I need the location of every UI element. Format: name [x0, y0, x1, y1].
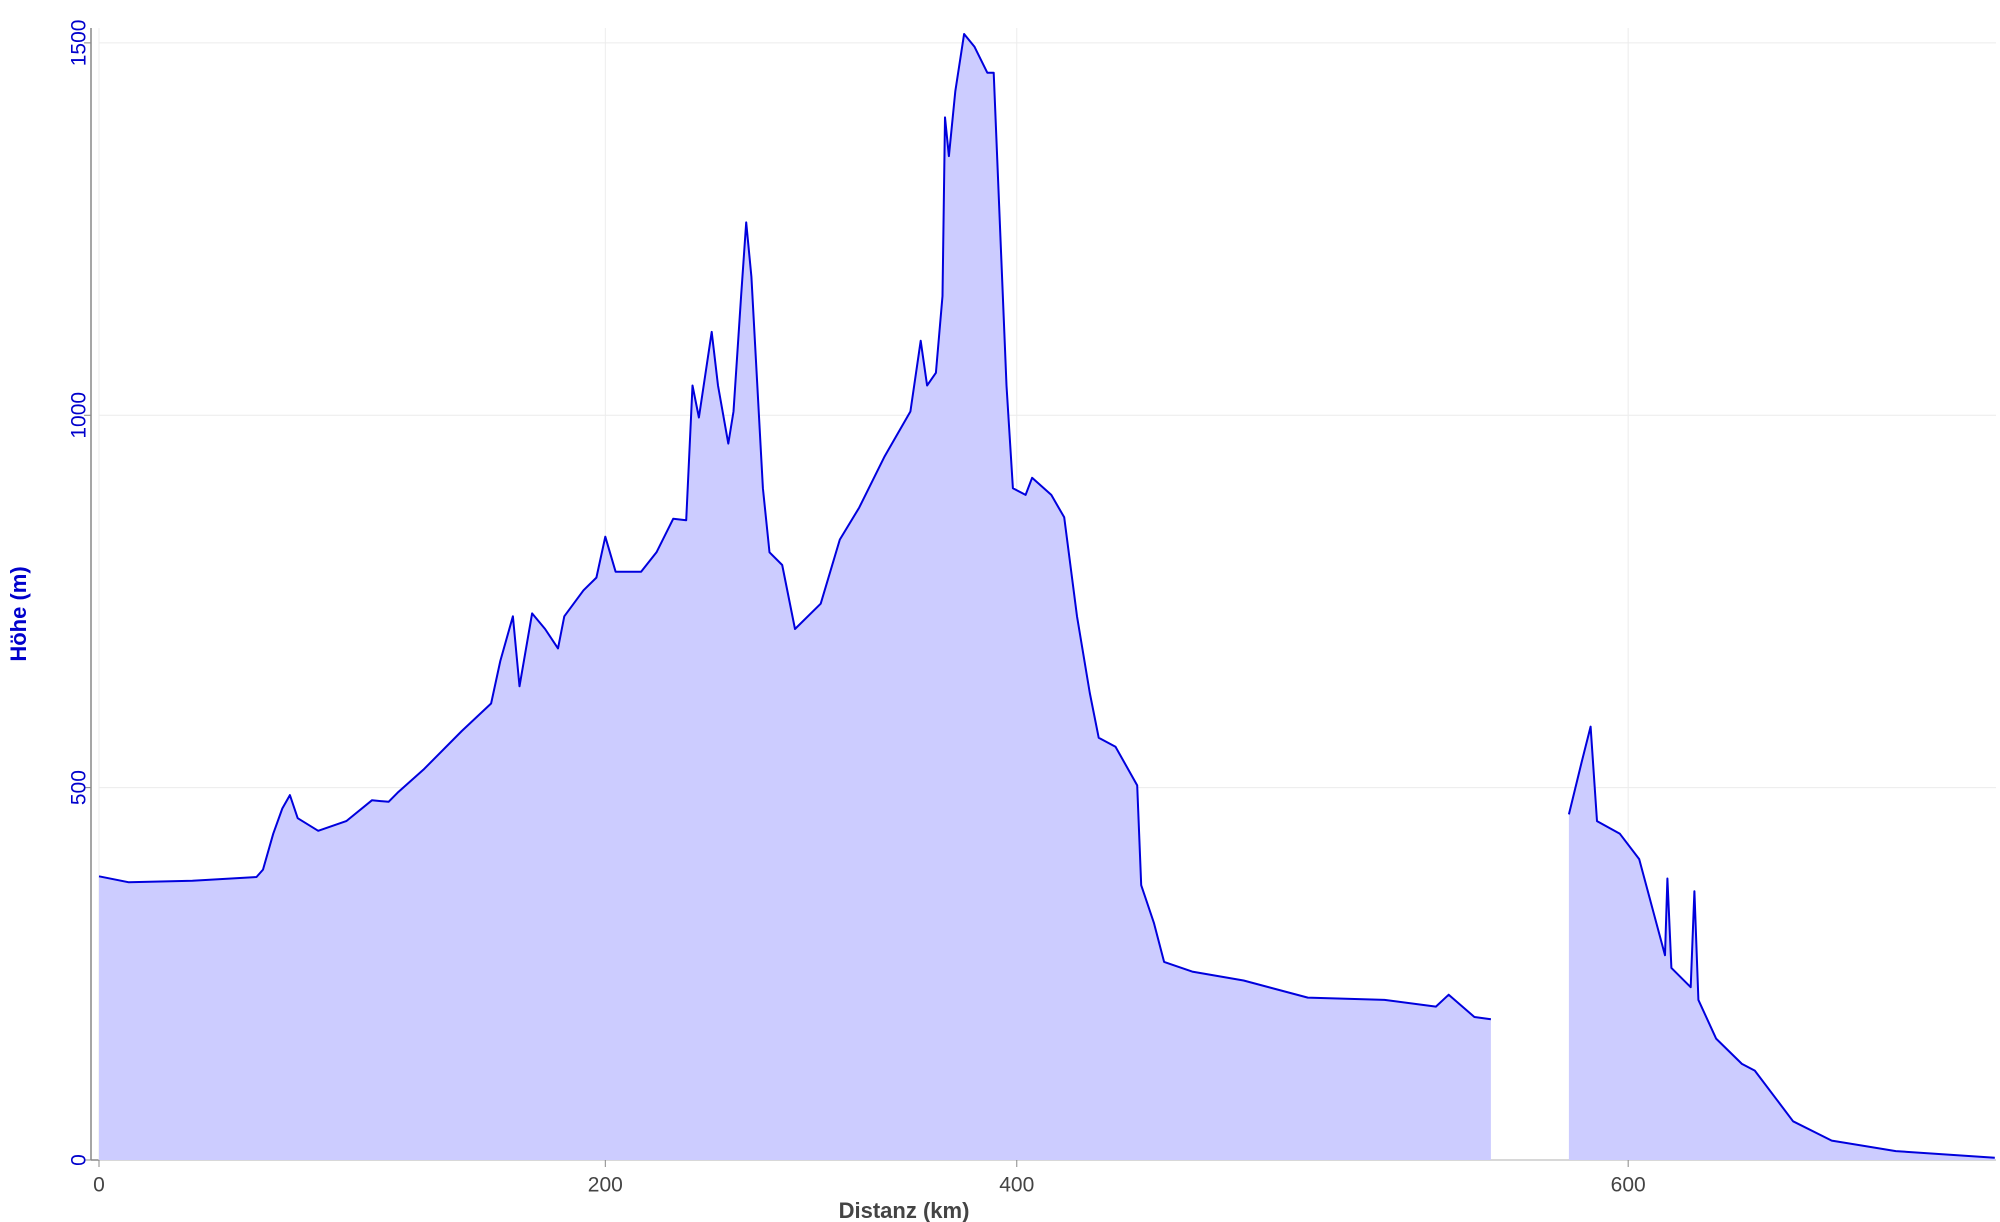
elevation-area: [1568, 726, 1995, 1160]
elevation-line: [98, 33, 1492, 1021]
x-tick-label: 600: [1611, 1174, 1646, 1197]
y-tick-label: 1500: [68, 20, 91, 67]
y-axis-title: Höhe (m): [6, 566, 31, 661]
elevation-line: [1567, 725, 1995, 1159]
y-tick-label: 500: [68, 770, 91, 805]
x-tick-label: 400: [999, 1174, 1034, 1197]
x-axis-title: Distanz (km): [839, 1198, 970, 1222]
elevation-area: [99, 34, 1491, 1160]
y-tick-label: 1000: [68, 392, 91, 439]
x-tick-label: 0: [93, 1174, 105, 1197]
y-tick-label: 0: [68, 1154, 91, 1166]
x-tick-label: 200: [588, 1174, 623, 1197]
